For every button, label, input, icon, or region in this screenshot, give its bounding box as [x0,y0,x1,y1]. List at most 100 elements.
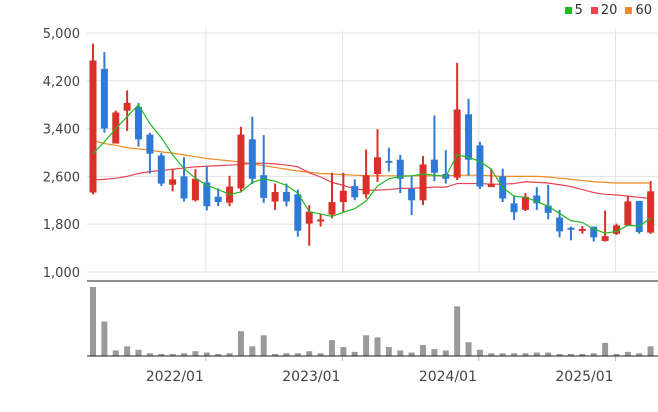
candle-up[interactable] [169,179,177,185]
volume-bar[interactable] [476,349,483,356]
volume-bar[interactable] [237,331,244,356]
candle-down[interactable] [260,175,268,198]
candle-up[interactable] [453,109,461,178]
candle-up[interactable] [191,178,199,201]
candle-down[interactable] [135,107,143,140]
candle-up[interactable] [612,225,620,234]
candle-up[interactable] [521,196,529,210]
candle-down[interactable] [351,185,359,198]
candle-up[interactable] [578,228,586,231]
volume-bar[interactable] [135,349,142,356]
volume-bar[interactable] [124,346,131,356]
candle-down[interactable] [294,194,302,231]
volume-bar[interactable] [590,353,597,356]
volume-bar[interactable] [499,353,506,356]
volume-bar[interactable] [192,351,199,356]
volume-bar[interactable] [294,353,301,356]
candle-down[interactable] [556,217,564,232]
candle-up[interactable] [419,164,427,201]
volume-bar[interactable] [181,353,188,356]
volume-bar[interactable] [522,353,529,356]
volume-bar[interactable] [488,353,495,356]
candle-down[interactable] [590,226,598,238]
candle-down[interactable] [408,188,416,201]
volume-bar[interactable] [385,347,392,356]
candle-up[interactable] [647,191,655,233]
candle-down[interactable] [533,195,541,204]
candle-down[interactable] [100,68,108,129]
candle-up[interactable] [601,236,609,241]
candle-up[interactable] [89,60,97,193]
volume-bar[interactable] [579,353,586,356]
volume-bar[interactable] [556,353,563,356]
volume-bar[interactable] [283,353,290,356]
volume-bar[interactable] [260,335,267,356]
volume-bar[interactable] [328,340,335,356]
volume-bar[interactable] [397,350,404,356]
volume-bar[interactable] [101,321,108,357]
candle-down[interactable] [180,176,188,199]
candle-down[interactable] [635,200,643,232]
volume-bar[interactable] [602,342,609,356]
candle-down[interactable] [430,159,438,173]
candle-down[interactable] [203,182,211,207]
volume-bar[interactable] [647,346,654,356]
volume-bar[interactable] [613,353,620,356]
candle-up[interactable] [271,191,279,202]
candle-up[interactable] [328,202,336,215]
candle-up[interactable] [317,219,325,222]
candle-down[interactable] [248,139,256,179]
candle-down[interactable] [282,191,290,202]
candle-up[interactable] [339,190,347,203]
volume-bar[interactable] [465,342,472,356]
candle-up[interactable] [123,102,131,111]
candle-down[interactable] [476,145,484,187]
candle-down[interactable] [510,203,518,213]
volume-bar[interactable] [306,351,313,356]
candle-down[interactable] [157,155,165,184]
volume-bar[interactable] [420,344,427,356]
volume-bar[interactable] [90,287,96,356]
volume-bar[interactable] [363,335,370,356]
candle-down[interactable] [385,160,393,163]
candle-down[interactable] [214,196,222,203]
candle-down[interactable] [465,114,473,160]
volume-bar[interactable] [203,352,210,356]
candle-down[interactable] [567,227,575,230]
candle-up[interactable] [362,175,370,195]
volume-bar[interactable] [624,351,631,356]
candle-up[interactable] [487,184,495,188]
volume-bar[interactable] [272,353,279,356]
candle-down[interactable] [396,159,404,179]
candle-down[interactable] [146,134,154,154]
volume-bar[interactable] [533,352,540,356]
volume-bar[interactable] [431,349,438,356]
legend-item-ma5[interactable]: 5 [564,3,583,18]
candle-up[interactable] [237,134,245,189]
volume-bar[interactable] [249,346,256,356]
volume-bar[interactable] [215,353,222,356]
volume-bar[interactable] [511,353,518,356]
volume-bar[interactable] [351,351,358,356]
volume-bar[interactable] [112,350,119,356]
volume-bar[interactable] [374,337,381,356]
candle-down[interactable] [544,205,552,213]
legend-item-ma60[interactable]: 60 [625,3,652,18]
volume-bar[interactable] [454,306,461,356]
volume-bar[interactable] [317,353,324,356]
volume-bar[interactable] [442,350,449,356]
legend-item-ma20[interactable]: 20 [590,3,617,18]
volume-bar[interactable] [226,353,233,356]
volume-bar[interactable] [545,352,552,356]
volume-bar[interactable] [158,353,165,356]
candle-up[interactable] [305,211,313,224]
volume-bar[interactable] [169,353,176,356]
volume-bar[interactable] [146,353,153,356]
candle-up[interactable] [624,201,632,226]
candle-up[interactable] [374,157,381,175]
volume-bar[interactable] [340,347,347,356]
volume-bar[interactable] [408,352,415,356]
volume-bar[interactable] [567,353,574,356]
volume-bar[interactable] [636,353,643,356]
